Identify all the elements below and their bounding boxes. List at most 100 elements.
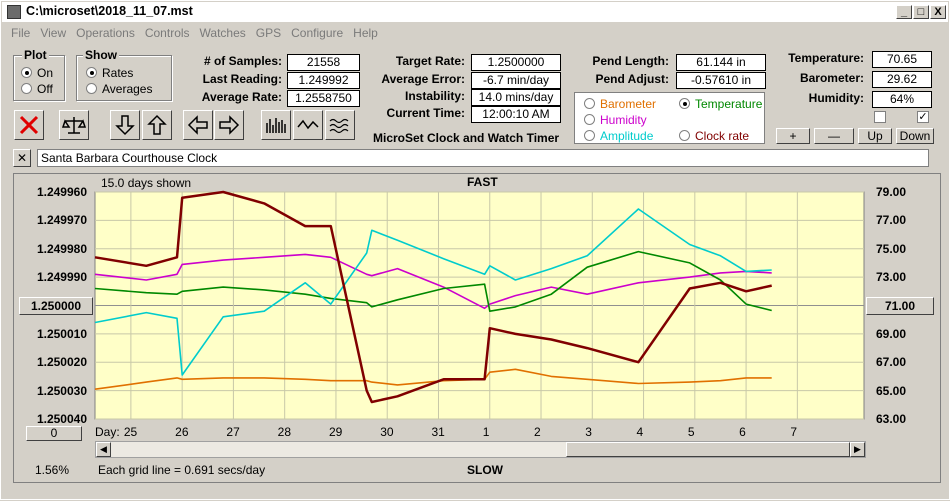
menu-gps[interactable]: GPS bbox=[255, 26, 282, 40]
y-right-tick: 79.00 bbox=[876, 185, 907, 199]
time-scrollbar[interactable]: ◀ ▶ bbox=[95, 441, 866, 458]
maximize-button[interactable]: □ bbox=[913, 5, 929, 19]
y-right-tick: 75.00 bbox=[876, 241, 907, 256]
current-time-value: 12:00:10 AM bbox=[471, 106, 561, 123]
y-left-tick: 1.250020 bbox=[36, 355, 87, 370]
show-averages-radio[interactable]: Averages bbox=[86, 82, 152, 96]
plot-on-radio[interactable]: On bbox=[21, 66, 53, 80]
x-tick-label: 27 bbox=[226, 425, 240, 439]
menu-controls[interactable]: Controls bbox=[144, 26, 190, 40]
select-barometer[interactable]: Barometer bbox=[584, 97, 656, 111]
center-rate-button[interactable]: 1.250000 bbox=[19, 297, 93, 315]
average-error-label: Average Error: bbox=[381, 72, 465, 86]
up-button[interactable]: Up bbox=[858, 128, 892, 144]
y-right-tick: 63.00 bbox=[876, 412, 907, 426]
x-tick-label: 30 bbox=[380, 425, 394, 439]
x-tick-label: 4 bbox=[636, 425, 644, 439]
ripple-button[interactable] bbox=[325, 110, 355, 140]
arrow-left-button[interactable] bbox=[183, 110, 213, 140]
temperature-label: Temperature: bbox=[788, 51, 864, 65]
y-left-tick: 1.249990 bbox=[36, 270, 87, 285]
target-rate-label: Target Rate: bbox=[395, 54, 465, 68]
option-checkbox-1[interactable] bbox=[874, 111, 886, 123]
scroll-left-arrow[interactable]: ◀ bbox=[96, 442, 111, 457]
app-subtitle: MicroSet Clock and Watch Timer bbox=[373, 131, 560, 145]
slow-label: SLOW bbox=[467, 463, 503, 477]
humidity-value: 64% bbox=[872, 91, 932, 108]
show-legend: Show bbox=[83, 48, 119, 62]
clock-name-row: ✕ Santa Barbara Courthouse Clock bbox=[13, 149, 929, 168]
plot-legend: Plot bbox=[22, 48, 49, 62]
instability-value: 14.0 mins/day bbox=[471, 89, 561, 106]
menu-operations[interactable]: Operations bbox=[76, 26, 135, 40]
bars-button[interactable] bbox=[261, 110, 291, 140]
arrow-down-icon bbox=[115, 115, 135, 136]
average-error-value: -6.7 min/day bbox=[471, 72, 561, 89]
pend-adjust-label: Pend Adjust: bbox=[595, 72, 669, 86]
zero-button[interactable]: 0 bbox=[26, 426, 82, 441]
select-amplitude[interactable]: Amplitude bbox=[584, 129, 653, 143]
minus-button[interactable]: — bbox=[814, 128, 854, 144]
clear-button[interactable] bbox=[14, 110, 44, 140]
scroll-right-arrow[interactable]: ▶ bbox=[850, 442, 865, 457]
y-left-tick: 1.250010 bbox=[36, 326, 87, 341]
close-button[interactable]: X bbox=[930, 5, 946, 19]
x-tick-label: 2 bbox=[534, 425, 541, 439]
center-temp-button[interactable]: 71.00 bbox=[866, 297, 934, 315]
pend-length-value: 61.144 in bbox=[676, 54, 766, 71]
menu-file[interactable]: File bbox=[11, 26, 31, 40]
average-rate-value: 1.2558750 bbox=[287, 90, 360, 107]
plot-off-radio[interactable]: Off bbox=[21, 82, 53, 96]
instability-label: Instability: bbox=[404, 89, 465, 103]
clear-clock-button[interactable]: ✕ bbox=[13, 149, 31, 167]
menu-configure[interactable]: Configure bbox=[291, 26, 344, 40]
y-left-tick: 1.249960 bbox=[36, 185, 87, 199]
current-time-label: Current Time: bbox=[386, 106, 465, 120]
y-right-tick: 67.00 bbox=[876, 355, 907, 370]
ripple-icon bbox=[329, 118, 349, 134]
balance-button[interactable] bbox=[59, 110, 89, 140]
plus-button[interactable]: + bbox=[776, 128, 810, 144]
select-humidity[interactable]: Humidity bbox=[584, 113, 647, 127]
show-rates-radio[interactable]: Rates bbox=[86, 66, 133, 80]
pend-adjust-value: -0.57610 in bbox=[676, 72, 766, 89]
x-tick-label: 29 bbox=[328, 425, 343, 439]
menu-help[interactable]: Help bbox=[353, 26, 378, 40]
grid-note: Each grid line = 0.691 secs/day bbox=[98, 463, 266, 477]
x-tick-label: 26 bbox=[175, 425, 189, 439]
menu-view[interactable]: View bbox=[40, 26, 67, 40]
zoom-percent: 1.56% bbox=[35, 463, 70, 477]
menu-watches[interactable]: Watches bbox=[199, 26, 246, 40]
menu-bar: File View Operations Controls Watches GPS Conf… bbox=[1, 23, 949, 43]
wave-button[interactable] bbox=[293, 110, 323, 140]
show-group: Show Rates Averages bbox=[76, 48, 172, 101]
scroll-thumb[interactable] bbox=[566, 442, 850, 457]
histogram-icon bbox=[266, 118, 286, 133]
x-tick-label: 7 bbox=[790, 425, 798, 439]
select-clock-rate[interactable]: Clock rate bbox=[679, 129, 749, 143]
day-label: Day: bbox=[95, 425, 120, 439]
arrow-down-button[interactable] bbox=[110, 110, 140, 140]
series-selector: Barometer Temperature Humidity Amplitude… bbox=[574, 92, 765, 144]
x-tick-label: 6 bbox=[739, 425, 746, 439]
samples-value: 21558 bbox=[287, 54, 360, 71]
down-button[interactable]: Down bbox=[896, 128, 934, 144]
red-x-icon bbox=[19, 115, 39, 135]
target-rate-value: 1.2500000 bbox=[471, 54, 561, 71]
option-checkbox-2[interactable]: ✓ bbox=[917, 111, 929, 123]
scale-icon bbox=[62, 117, 86, 134]
chart-frame bbox=[13, 173, 941, 483]
y-left-tick: 1.249970 bbox=[36, 213, 87, 228]
x-tick-label: 28 bbox=[277, 425, 292, 439]
clock-name-field[interactable]: Santa Barbara Courthouse Clock bbox=[37, 149, 929, 167]
arrow-left-icon bbox=[187, 115, 208, 135]
samples-label: # of Samples: bbox=[203, 54, 282, 68]
select-temperature[interactable]: Temperature bbox=[679, 97, 762, 111]
arrow-right-button[interactable] bbox=[214, 110, 244, 140]
humidity-label: Humidity: bbox=[808, 91, 864, 105]
y-left-tick: 1.250040 bbox=[36, 412, 87, 426]
arrow-up-button[interactable] bbox=[142, 110, 172, 140]
y-left-tick: 1.250030 bbox=[36, 383, 87, 398]
minimize-button[interactable]: _ bbox=[896, 5, 912, 19]
